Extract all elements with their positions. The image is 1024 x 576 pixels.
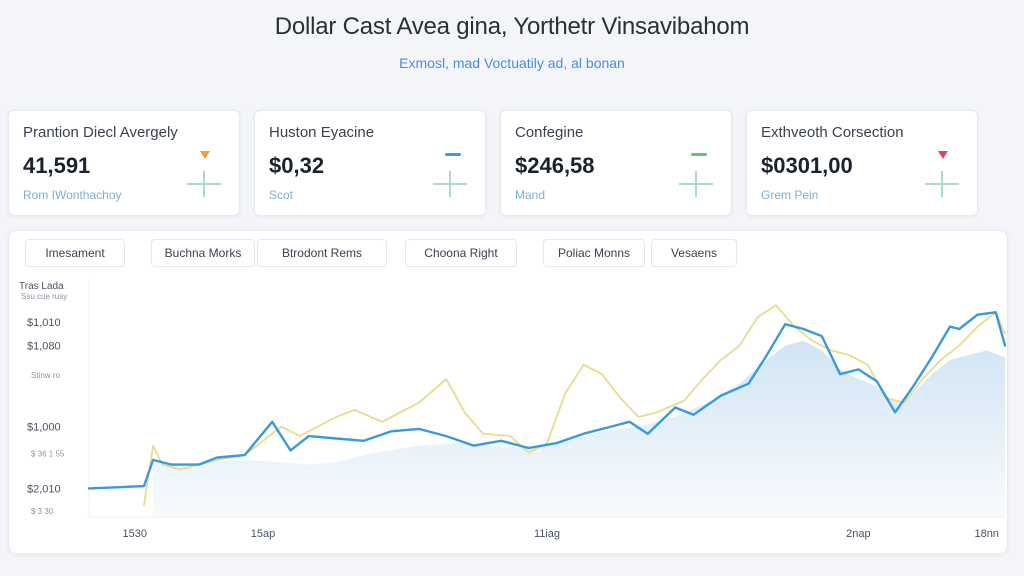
line-chart: Tras Lada Ssu cue rusy $1,010 $1,080 Stinw… [19, 279, 1007, 540]
stat-card-label: Exthveoth Corsection [761, 124, 904, 141]
x-ticks: 1530 15ap 11iag 2nap 18nn [123, 528, 999, 540]
chart-panel: Imesament Buchna Morks Btrodont Rems Cho… [8, 230, 1008, 554]
stat-card-value: $0,32 [269, 153, 325, 178]
stat-card-subtext: Scot [269, 188, 294, 202]
series-line-main [87, 311, 1007, 490]
stat-card-label: Prantion Diecl Avergely [23, 124, 178, 141]
y-tick-label: $2,010 [27, 483, 61, 495]
y-tick-label: $ 3 30 [31, 507, 54, 516]
stat-card-value: $0301,00 [761, 153, 853, 178]
tab-3[interactable]: Btrodont Rems [257, 239, 387, 267]
stat-card-3[interactable]: Confegine $246,58 Mand [500, 110, 732, 216]
tab-4[interactable]: Choona Right [405, 239, 517, 267]
crosshair-icon [679, 171, 713, 197]
page-subtitle: Exmosl, mad Voctuatily ad, al bonan [399, 55, 625, 71]
tab-1[interactable]: Imesament [25, 239, 125, 267]
stat-card-subtext: Mand [515, 188, 546, 202]
crosshair-icon [925, 171, 959, 197]
area-layer [153, 340, 1006, 517]
page-title: Dollar Cast Avea gina, Yorthetr Vinsavib… [274, 13, 750, 40]
x-tick-label: 2nap [846, 528, 870, 540]
crosshair-icon [433, 171, 467, 197]
stat-card-1[interactable]: Prantion Diecl Avergely 41,591 Rom IWont… [8, 110, 240, 216]
trend-flat-icon [445, 151, 461, 161]
x-tick-label: 15ap [251, 528, 275, 540]
x-tick-label: 18nn [974, 528, 998, 540]
stat-card-subtext: Grem Pein [761, 188, 819, 202]
header: Dollar Cast Avea gina, Yorthetr Vinsavib… [0, 10, 1024, 72]
y-tick-label: $1,010 [27, 317, 61, 329]
stat-card-label: Confegine [515, 124, 584, 141]
crosshair-icon [187, 171, 221, 197]
tab-2[interactable]: Buchna Morks [151, 239, 255, 267]
trend-down-icon [937, 151, 949, 161]
x-tick-label: 1530 [123, 528, 147, 540]
trend-flat-icon [691, 151, 707, 161]
y-tick-label: $1,080 [27, 341, 61, 353]
series-area [153, 340, 1006, 517]
stat-card-4[interactable]: Exthveoth Corsection $0301,00 Grem Pein [746, 110, 978, 216]
stat-card-subtext: Rom IWonthachoy [23, 188, 122, 202]
y-tick-label: Stinw ro [31, 371, 60, 380]
y-tick-label: $ 36 1 55 [31, 450, 65, 459]
y-ticks: $1,010 $1,080 Stinw ro $1,000 $ 36 1 55 $2,01… [27, 317, 65, 516]
stat-card-value: $246,58 [515, 153, 595, 178]
stat-card-value: 41,591 [23, 153, 91, 178]
trend-down-icon [199, 151, 211, 161]
series-layer [87, 304, 1007, 506]
y-tick-label: $1,000 [27, 422, 61, 434]
tab-6[interactable]: Vesaens [651, 239, 737, 267]
stat-cards: Prantion Diecl Avergely 41,591 Rom IWont… [8, 110, 1024, 216]
tab-5[interactable]: Poliac Monns [543, 239, 645, 267]
y-axis-sublabel: Ssu cue rusy [21, 292, 67, 301]
stat-card-2[interactable]: Huston Eyacine $0,32 Scot [254, 110, 486, 216]
stat-card-label: Huston Eyacine [269, 124, 375, 141]
y-axis-label-group: Tras Lada Ssu cue rusy [19, 281, 67, 301]
x-tick-label: 11iag [534, 528, 560, 540]
y-axis-label: Tras Lada [19, 281, 64, 292]
